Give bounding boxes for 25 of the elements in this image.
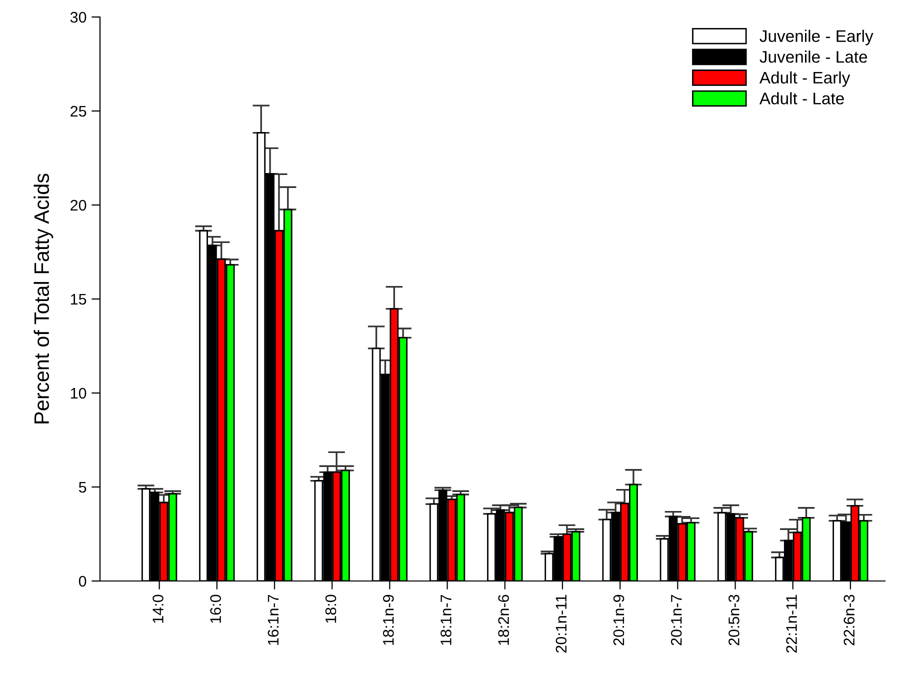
y-tick-label: 20 bbox=[70, 200, 86, 211]
x-tick-label: 18:1n-7 bbox=[440, 594, 452, 645]
x-tick-label: 14:0 bbox=[152, 594, 164, 623]
x-tick-label: 20:1n-9 bbox=[613, 594, 624, 646]
y-tick-label: 15 bbox=[70, 294, 86, 305]
x-tick-label: 22:1n-11 bbox=[786, 594, 797, 653]
x-tick-label: 16:1n-7 bbox=[268, 594, 279, 645]
x-tick-label: 20:1n-11 bbox=[556, 594, 567, 653]
x-tick-label: 16:0 bbox=[210, 594, 222, 623]
x-tick-label: 22:6n-3 bbox=[844, 594, 855, 646]
legend-label: Juvenile - Late bbox=[760, 50, 868, 63]
legend-label: Juvenile - Early bbox=[760, 30, 874, 46]
y-tick-label: 30 bbox=[70, 12, 86, 23]
y-tick-label: 10 bbox=[70, 388, 86, 399]
legend-label: Adult - Late bbox=[759, 92, 844, 104]
y-axis-title: Percent of Total Fatty Acids bbox=[34, 174, 54, 424]
x-tick-label: 18:0 bbox=[325, 594, 336, 623]
x-tick-label: 20:1n-7 bbox=[670, 594, 682, 646]
x-tick-label: 18:2n-6 bbox=[498, 594, 509, 645]
legend-label: Adult - Early bbox=[759, 71, 850, 87]
x-tick-label: 20:5n-3 bbox=[728, 594, 740, 646]
y-tick-label: 5 bbox=[78, 482, 86, 493]
y-tick-label: 25 bbox=[70, 106, 86, 117]
x-tick-label: 18:1n-9 bbox=[382, 594, 394, 645]
y-tick-label: 0 bbox=[78, 576, 86, 587]
